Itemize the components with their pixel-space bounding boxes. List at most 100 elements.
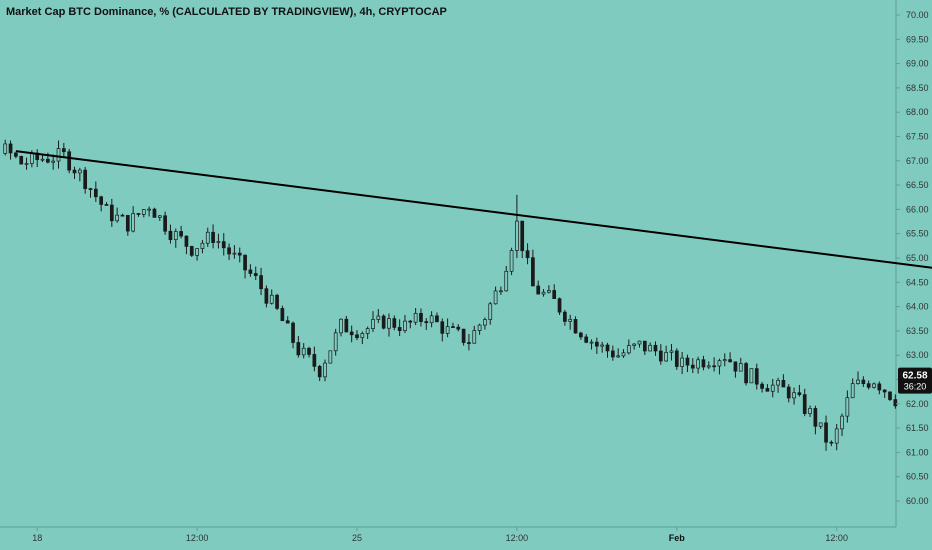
candle-body	[504, 270, 509, 292]
candle-body	[568, 319, 573, 322]
candle-body	[744, 363, 748, 384]
candle-body	[339, 318, 343, 334]
x-tick-label: 12:00	[825, 533, 848, 543]
y-tick-label: 70.00	[906, 10, 929, 20]
candle-body	[573, 319, 578, 334]
candle-body	[589, 341, 594, 344]
candle-body	[205, 231, 210, 244]
candle-body	[141, 209, 146, 215]
candle-body	[136, 213, 141, 215]
candle-body	[259, 275, 263, 290]
candle-body	[269, 294, 274, 304]
candle-body	[232, 252, 237, 255]
candle-body	[216, 241, 221, 243]
y-tick-label: 69.00	[906, 59, 929, 69]
candle-body	[749, 368, 754, 384]
candle-body	[264, 288, 269, 304]
candle-body	[690, 364, 695, 369]
candle-body	[77, 169, 82, 174]
candle-body	[72, 169, 77, 174]
candle-body	[221, 241, 226, 249]
candle-body	[525, 250, 530, 259]
candle-body	[88, 188, 93, 190]
candle-body	[563, 311, 567, 322]
candle-body	[760, 383, 764, 389]
candle-body	[248, 269, 253, 274]
candle-body	[211, 231, 215, 243]
candle-body	[179, 231, 183, 237]
candle-body	[792, 392, 796, 399]
candle-body	[344, 318, 349, 333]
candle-body	[451, 326, 455, 328]
candle-body	[605, 344, 610, 352]
candle-body	[109, 204, 114, 222]
candle-body	[658, 350, 663, 362]
candle-body	[701, 359, 706, 368]
x-tick-label: 25	[352, 533, 362, 543]
candle-body	[280, 308, 285, 322]
candle-body	[877, 383, 882, 391]
candle-body	[312, 354, 317, 367]
x-tick-label: Feb	[669, 533, 686, 543]
candle-body	[397, 327, 402, 331]
candle-body	[349, 331, 354, 336]
candle-body	[125, 214, 130, 232]
descending-resistance-trendline[interactable]	[15, 150, 932, 394]
candle-body	[594, 341, 599, 347]
candle-body	[152, 208, 157, 218]
candle-body	[30, 152, 34, 164]
y-tick-label: 68.00	[906, 107, 929, 117]
candle-body	[616, 355, 621, 358]
candle-body	[93, 188, 98, 198]
candle-body	[770, 384, 775, 392]
candle-body	[893, 399, 898, 407]
candle-body	[115, 214, 120, 222]
y-tick-label: 69.50	[906, 34, 929, 44]
candle-body	[120, 214, 125, 217]
candle-body	[781, 380, 786, 388]
candles-layer	[3, 139, 898, 451]
bar-countdown: 36:20	[904, 382, 927, 392]
candle-body	[600, 344, 605, 347]
candle-body	[8, 143, 13, 154]
y-tick-label: 60.50	[906, 472, 929, 482]
y-tick-label: 68.50	[906, 83, 929, 93]
y-tick-label: 66.00	[906, 204, 929, 214]
candle-body	[253, 273, 258, 276]
candle-body	[61, 148, 66, 153]
candle-body	[866, 383, 871, 388]
candle-body	[173, 231, 178, 240]
candle-body	[477, 324, 482, 331]
candle-body	[147, 208, 151, 211]
candle-body	[467, 342, 471, 344]
trendlines-layer	[15, 150, 932, 394]
candle-body	[371, 319, 375, 329]
candle-body	[637, 340, 642, 345]
y-tick-label: 63.00	[906, 350, 929, 360]
candle-body	[547, 290, 551, 293]
candle-body	[419, 312, 423, 322]
candle-body	[461, 328, 466, 343]
candle-body	[323, 362, 327, 378]
candle-body	[435, 315, 439, 323]
candle-body	[456, 326, 461, 330]
y-tick-label: 65.00	[906, 253, 929, 263]
candle-body	[195, 248, 199, 256]
candle-body	[856, 379, 860, 384]
y-tick-label: 67.00	[906, 156, 929, 166]
candle-body	[861, 379, 866, 385]
candle-body	[626, 345, 631, 354]
y-tick-label: 62.00	[906, 399, 929, 409]
candle-body	[168, 230, 173, 240]
candle-body	[19, 156, 24, 165]
candle-body	[56, 148, 61, 162]
candle-body	[648, 344, 653, 352]
candle-body	[445, 326, 450, 334]
candle-body	[296, 342, 301, 356]
y-tick-label: 60.00	[906, 496, 929, 506]
candle-body	[189, 246, 194, 256]
candle-body	[738, 363, 743, 372]
candle-body	[301, 347, 306, 356]
